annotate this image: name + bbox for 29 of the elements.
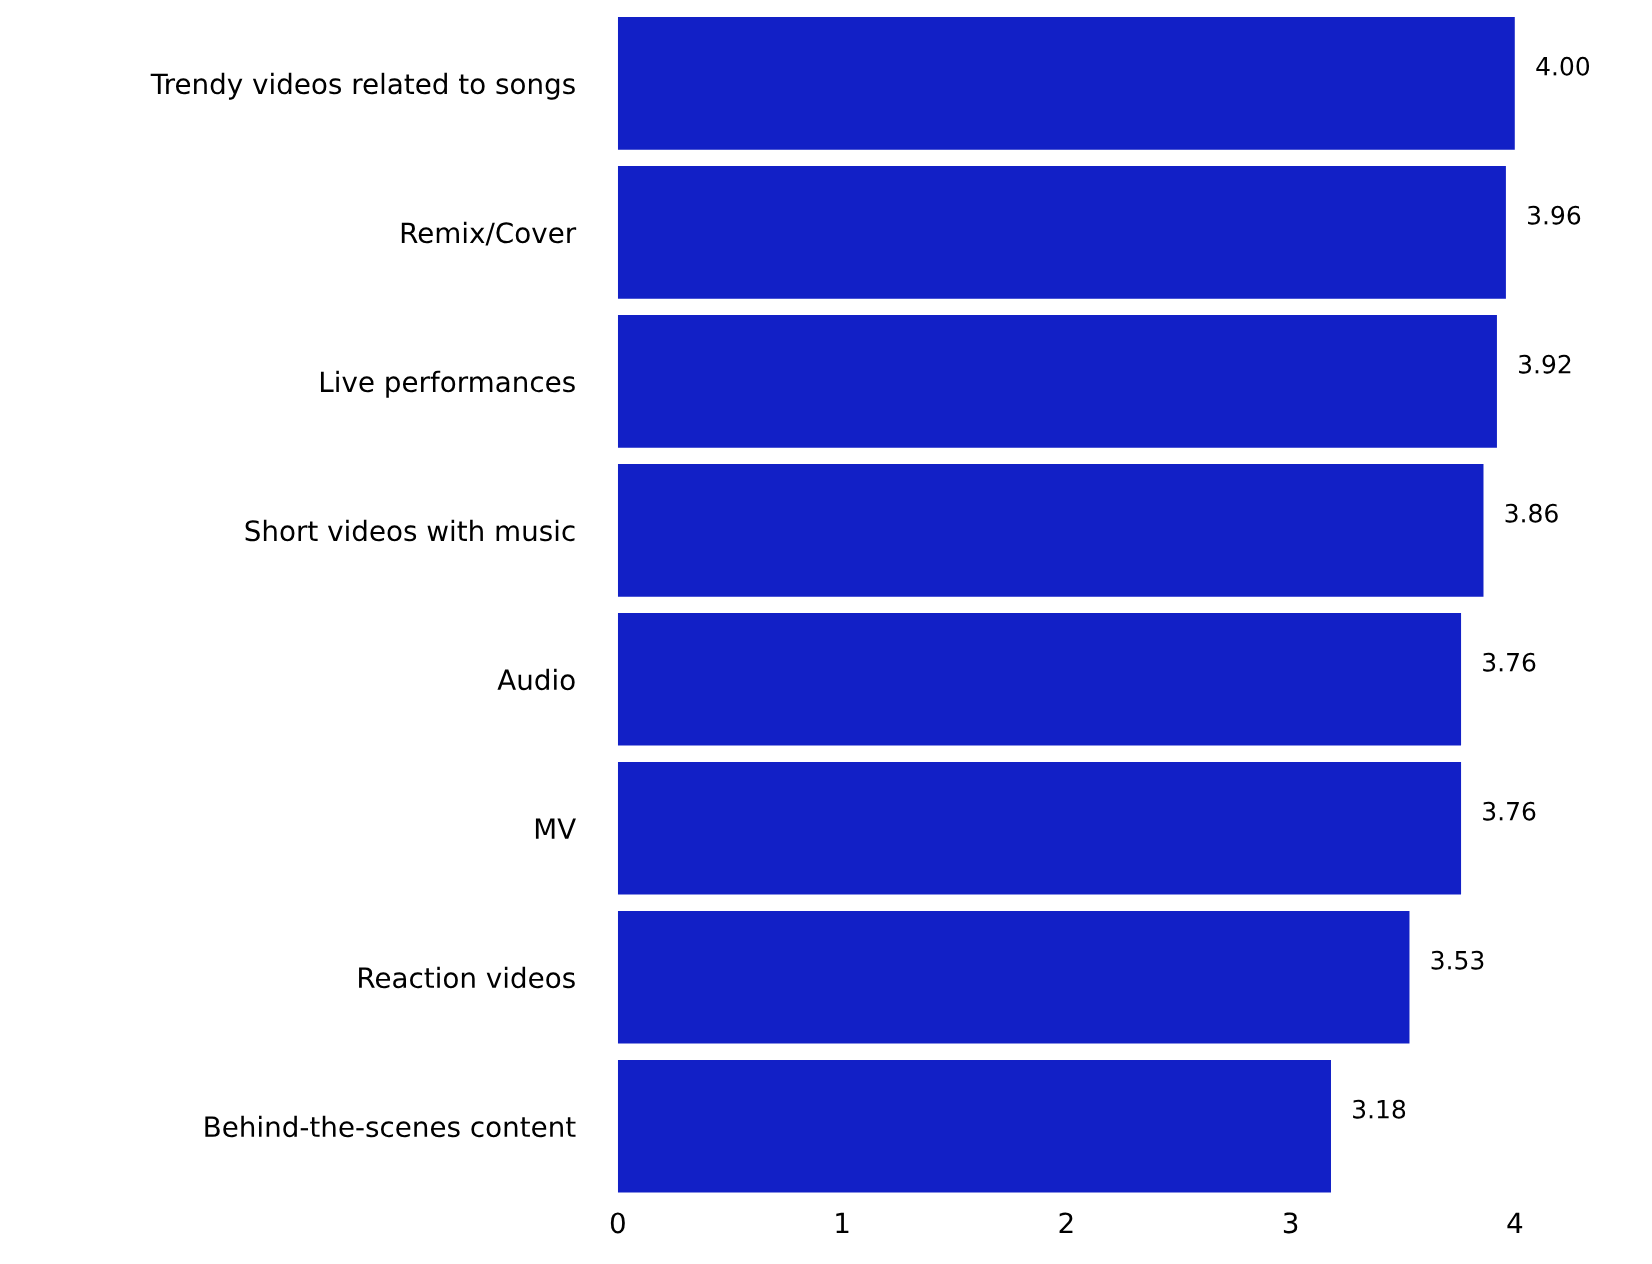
bar: [617, 762, 1462, 895]
x-tick-label: 3: [1283, 1212, 1298, 1234]
y-tick-label: Audio: [497, 668, 575, 691]
y-tick-label: Live performances: [320, 370, 575, 398]
bar: [617, 1060, 1331, 1193]
data-label: 3.53: [1431, 950, 1484, 970]
data-label: 3.96: [1528, 205, 1581, 225]
y-tick-label: Short videos with music: [245, 519, 575, 542]
bar: [617, 613, 1462, 746]
data-label: 3.86: [1505, 503, 1558, 523]
bar: [617, 17, 1515, 150]
y-tick-label: MV: [535, 818, 576, 839]
x-tick-label: 4: [1507, 1212, 1523, 1234]
y-tick-label: Remix/Cover: [401, 221, 577, 246]
y-tick-label: Trendy videos related to songs: [150, 72, 575, 100]
y-tick-label: Reaction videos: [359, 966, 575, 989]
x-tick-label: 1: [836, 1212, 849, 1234]
data-label: 3.76: [1483, 652, 1536, 672]
data-label: 3.92: [1519, 354, 1571, 374]
data-label: 3.76: [1483, 801, 1536, 821]
data-label: 3.18: [1353, 1099, 1406, 1119]
bar: [617, 911, 1410, 1044]
y-tick-label: Behind-the-scenes content: [205, 1115, 576, 1138]
x-tick-label: 0: [610, 1212, 625, 1234]
data-label: 4.00: [1536, 56, 1590, 76]
bar: [617, 315, 1497, 448]
bar: [617, 464, 1484, 597]
bar: [617, 166, 1506, 299]
x-tick-label: 2: [1059, 1212, 1073, 1234]
